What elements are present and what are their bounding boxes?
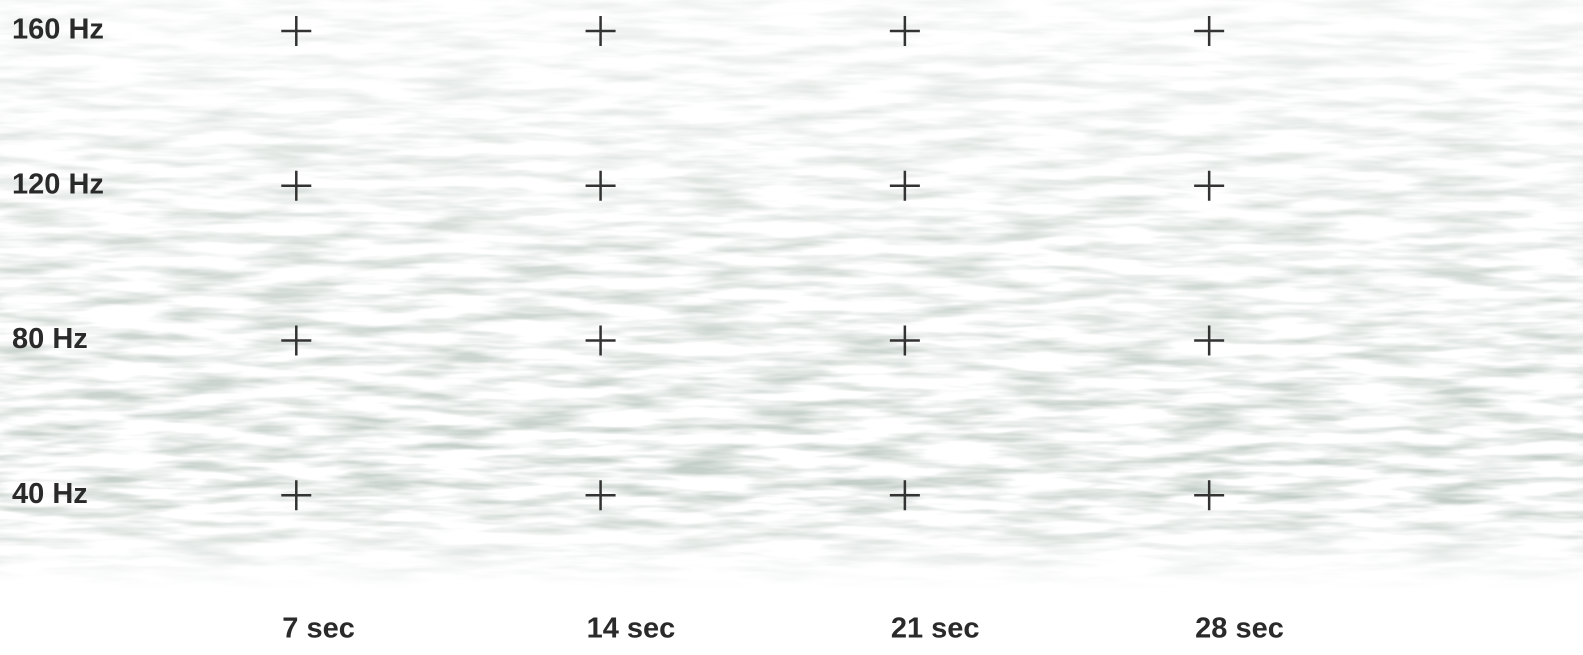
- y-tick-label: 120 Hz: [12, 168, 104, 200]
- grid-cross: [585, 15, 616, 46]
- x-tick-label: 14 sec: [587, 613, 676, 645]
- grid-cross: [281, 325, 312, 356]
- grid-cross: [281, 170, 312, 201]
- grid-cross: [1194, 170, 1225, 201]
- grid-cross: [889, 480, 920, 511]
- grid-cross: [281, 480, 312, 511]
- y-tick-label: 40 Hz: [12, 478, 88, 510]
- grid-cross: [1194, 325, 1225, 356]
- x-tick-label: 21 sec: [891, 613, 980, 645]
- texture-fade: [0, 0, 1583, 590]
- grid-cross: [1194, 480, 1225, 511]
- grid-cross: [1194, 15, 1225, 46]
- y-tick-label: 160 Hz: [12, 14, 104, 46]
- grid-cross: [889, 325, 920, 356]
- x-tick-label: 28 sec: [1195, 613, 1284, 645]
- grid-cross: [585, 325, 616, 356]
- grid-cross: [585, 480, 616, 511]
- grid-cross: [281, 15, 312, 46]
- grid-cross: [585, 170, 616, 201]
- grid-cross: [889, 170, 920, 201]
- x-tick-label: 7 sec: [282, 613, 355, 645]
- grid-cross: [889, 15, 920, 46]
- y-tick-label: 80 Hz: [12, 323, 88, 355]
